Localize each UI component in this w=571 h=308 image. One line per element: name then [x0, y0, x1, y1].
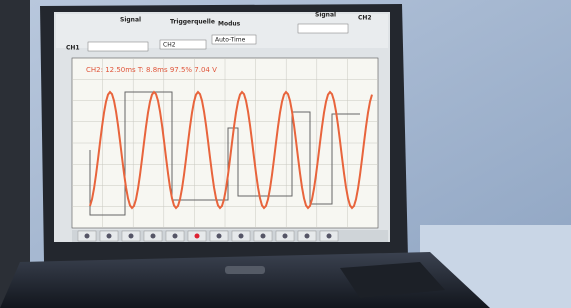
tool-icon	[173, 234, 178, 239]
label: Signal	[120, 17, 141, 24]
label: Triggerquelle	[170, 19, 215, 26]
tool-icon	[151, 234, 156, 239]
tool-icon	[217, 234, 222, 239]
dropdown-value: Auto-Time	[215, 37, 246, 44]
tool-icon	[129, 234, 134, 239]
tool-icon	[107, 234, 112, 239]
dropdown[interactable]	[298, 24, 348, 33]
tool-icon	[305, 234, 310, 239]
tool-icon	[239, 234, 244, 239]
label: Modus	[218, 21, 241, 28]
page: Signal Triggerquelle Modus Signal CH2 CH…	[0, 0, 571, 308]
dropdown-value: CH2	[163, 42, 176, 49]
toolbar	[72, 230, 388, 242]
label: Signal	[315, 12, 336, 19]
tool-icon	[261, 234, 266, 239]
logo	[225, 266, 265, 274]
photo: Signal Triggerquelle Modus Signal CH2 CH…	[0, 0, 571, 308]
tool-icon	[195, 234, 200, 239]
left-edge	[0, 0, 30, 308]
dropdown[interactable]	[88, 42, 148, 51]
tool-icon	[283, 234, 288, 239]
readout: CH2: 12.50ms T: 8.8ms 97.5% 7.04 V	[86, 66, 217, 74]
label: CH1	[66, 45, 80, 52]
tool-icon	[327, 234, 332, 239]
tool-icon	[85, 234, 90, 239]
label: CH2	[358, 15, 372, 22]
